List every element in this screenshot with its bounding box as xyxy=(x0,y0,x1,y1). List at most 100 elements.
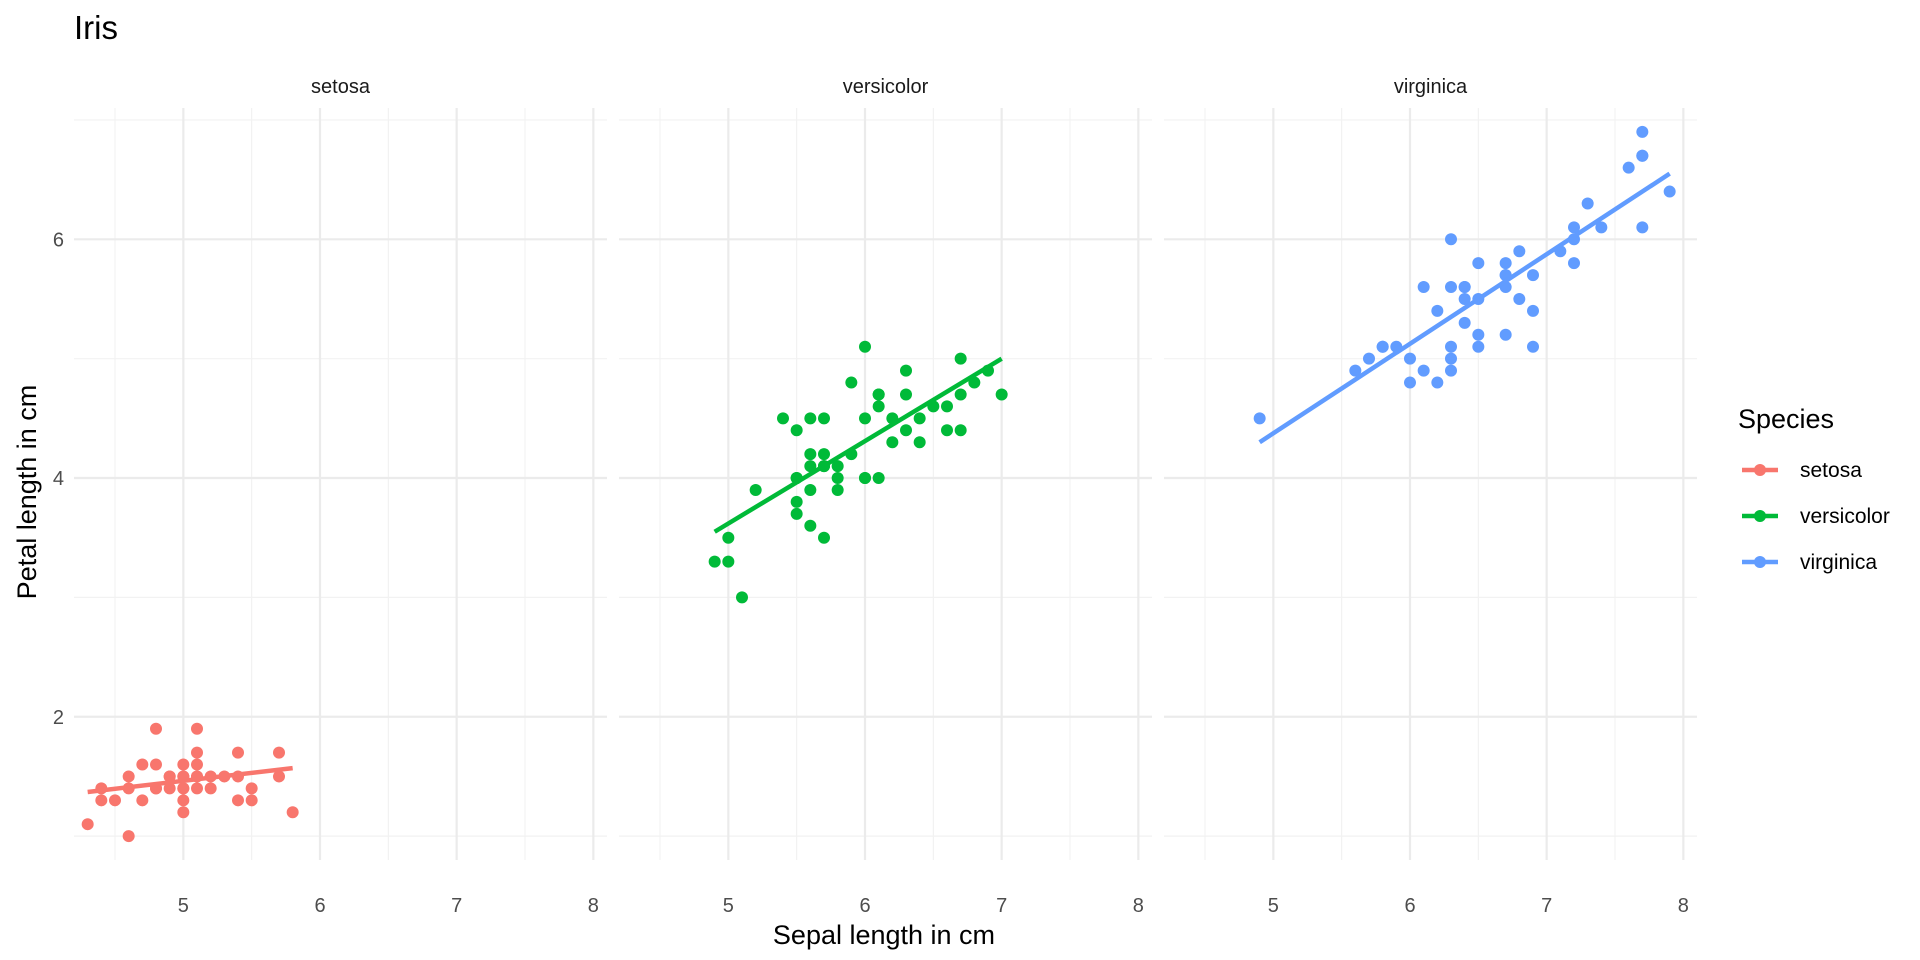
data-point-setosa xyxy=(177,794,190,807)
data-point-versicolor xyxy=(859,472,871,485)
x-tick-label: 7 xyxy=(451,895,462,917)
data-point-setosa xyxy=(95,794,108,807)
facet-strip-label: versicolor xyxy=(843,76,929,98)
data-point-setosa xyxy=(81,818,94,831)
data-point-versicolor xyxy=(831,483,844,496)
chart-title: Iris xyxy=(74,9,118,46)
data-point-versicolor xyxy=(859,340,871,353)
data-point-setosa xyxy=(232,746,244,759)
data-point-virginica xyxy=(1445,233,1457,246)
data-point-setosa xyxy=(163,782,176,795)
data-point-setosa xyxy=(191,722,203,735)
x-tick-label: 5 xyxy=(723,895,734,917)
x-tick-label: 6 xyxy=(1404,895,1415,917)
data-point-versicolor xyxy=(722,555,735,568)
data-point-versicolor xyxy=(900,364,912,377)
data-point-versicolor xyxy=(913,412,926,425)
data-point-setosa xyxy=(150,722,162,735)
x-tick-label: 6 xyxy=(314,895,325,917)
data-point-versicolor xyxy=(777,412,789,425)
data-point-virginica xyxy=(1581,197,1594,210)
data-point-setosa xyxy=(191,782,203,795)
data-point-versicolor xyxy=(749,483,762,496)
facet-strip-label: setosa xyxy=(311,76,371,98)
data-point-versicolor xyxy=(804,483,817,496)
data-point-setosa xyxy=(109,794,121,807)
data-point-virginica xyxy=(1376,340,1389,353)
y-tick-label: 2 xyxy=(53,707,64,729)
data-point-virginica xyxy=(1568,257,1580,270)
data-point-setosa xyxy=(163,770,176,783)
x-tick-label: 8 xyxy=(1133,895,1144,917)
data-point-versicolor xyxy=(913,436,926,449)
legend-label: virginica xyxy=(1800,551,1877,574)
x-tick-label: 7 xyxy=(996,895,1007,917)
data-point-setosa xyxy=(273,770,285,783)
data-point-virginica xyxy=(1445,340,1457,353)
data-point-virginica xyxy=(1663,185,1676,198)
data-point-virginica xyxy=(1363,352,1375,365)
data-point-virginica xyxy=(1458,316,1471,329)
data-point-versicolor xyxy=(790,507,803,520)
data-point-setosa xyxy=(122,770,135,783)
legend-marker xyxy=(1754,464,1766,476)
facet-strip-label: virginica xyxy=(1394,76,1468,98)
legend-title: Species xyxy=(1738,404,1834,434)
y-tick-label: 4 xyxy=(53,468,64,490)
x-tick-label: 8 xyxy=(1678,895,1689,917)
data-point-virginica xyxy=(1472,328,1485,341)
data-point-setosa xyxy=(122,830,135,843)
data-point-virginica xyxy=(1417,281,1430,294)
data-point-virginica xyxy=(1513,245,1526,258)
data-point-setosa xyxy=(191,758,203,771)
data-point-setosa xyxy=(177,782,190,795)
data-point-virginica xyxy=(1445,352,1457,365)
data-point-versicolor xyxy=(736,591,748,604)
data-point-virginica xyxy=(1513,292,1526,305)
data-point-virginica xyxy=(1499,328,1512,341)
data-point-versicolor xyxy=(954,352,967,365)
data-point-setosa xyxy=(177,758,190,771)
data-point-versicolor xyxy=(722,531,735,544)
data-point-versicolor xyxy=(900,388,912,401)
x-tick-label: 6 xyxy=(859,895,870,917)
legend-entry-virginica: virginica xyxy=(1742,551,1877,574)
data-point-versicolor xyxy=(859,412,871,425)
data-point-virginica xyxy=(1431,304,1444,317)
data-point-virginica xyxy=(1595,221,1608,234)
legend-marker xyxy=(1754,556,1766,568)
data-point-setosa xyxy=(245,794,258,807)
data-point-virginica xyxy=(1445,281,1457,294)
data-point-versicolor xyxy=(886,436,899,449)
data-point-setosa xyxy=(177,806,190,819)
legend-label: versicolor xyxy=(1800,505,1890,528)
trend-line-versicolor xyxy=(713,356,1003,534)
data-point-virginica xyxy=(1431,376,1444,389)
facet-panel-virginica: virginica 5 6 7 8 xyxy=(1164,76,1697,917)
data-point-setosa xyxy=(286,806,299,819)
data-point-versicolor xyxy=(790,495,803,508)
data-point-versicolor xyxy=(804,448,817,461)
trend-line-virginica xyxy=(1258,171,1671,445)
data-point-versicolor xyxy=(804,519,817,532)
data-point-versicolor xyxy=(790,424,803,437)
trend-line-setosa xyxy=(87,765,293,795)
data-point-virginica xyxy=(1499,257,1512,270)
x-tick-label: 5 xyxy=(1268,895,1279,917)
x-tick-label: 5 xyxy=(178,895,189,917)
data-point-virginica xyxy=(1417,364,1430,377)
data-point-versicolor xyxy=(900,424,912,437)
data-point-setosa xyxy=(232,794,244,807)
data-point-virginica xyxy=(1458,292,1471,305)
x-tick-label: 8 xyxy=(588,895,599,917)
facet-panel-setosa: setosa 5 6 7 8 2 4 6 xyxy=(53,76,607,917)
data-point-versicolor xyxy=(818,412,830,425)
data-point-virginica xyxy=(1527,304,1539,317)
data-point-versicolor xyxy=(872,400,885,413)
y-tick-label: 6 xyxy=(53,229,64,251)
data-point-setosa xyxy=(204,782,217,795)
data-point-versicolor xyxy=(818,448,830,461)
facet-panels: setosa 5 6 7 8 2 4 6 versicolor 5 6 7 8 virginica 5 6 7 8 xyxy=(53,76,1697,917)
data-point-virginica xyxy=(1636,221,1649,234)
